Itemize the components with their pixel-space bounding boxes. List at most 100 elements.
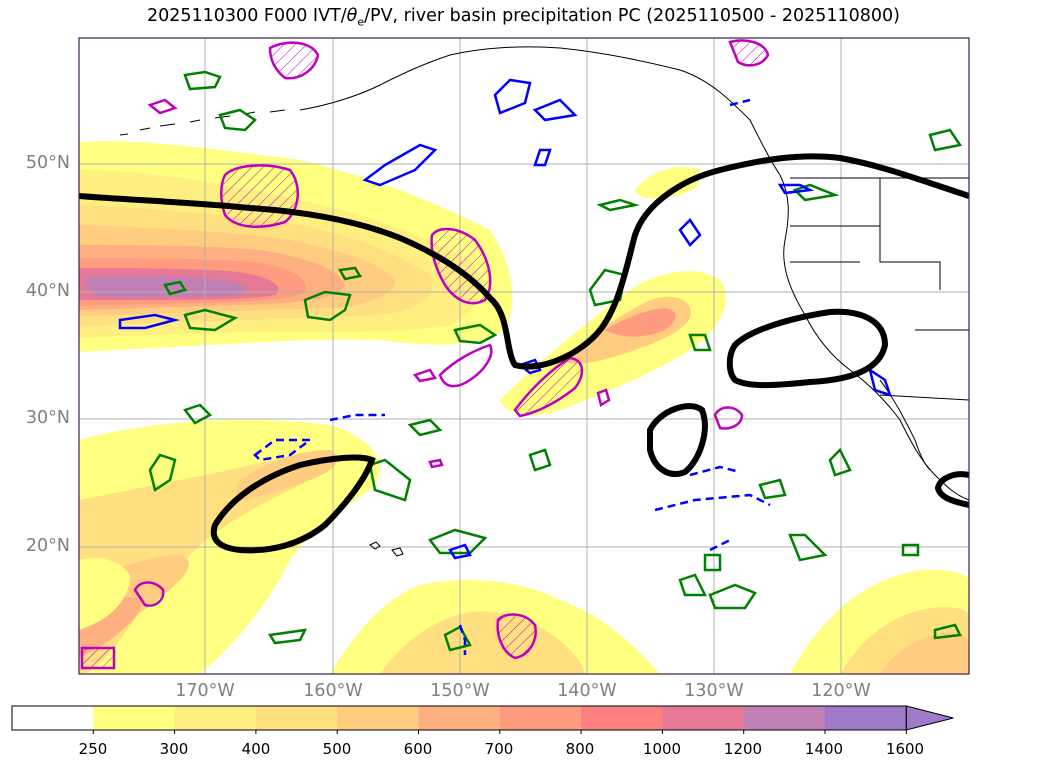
green-contour xyxy=(928,128,963,152)
pv-contours xyxy=(79,153,969,554)
green-contour xyxy=(183,308,239,332)
colorbar-tick-label: 300 xyxy=(159,740,189,758)
green-contour xyxy=(528,448,552,472)
blue-contours xyxy=(118,78,892,655)
north-america-coast xyxy=(779,174,969,501)
blue-contour xyxy=(253,438,314,462)
green-contour xyxy=(788,533,828,562)
colorbar-tick-label: 1000 xyxy=(642,740,682,758)
lon-label-140w: 140°W xyxy=(557,681,617,701)
colorbar-segment xyxy=(743,706,826,730)
blue-contour xyxy=(678,218,702,247)
magenta-contour xyxy=(596,388,611,407)
green-contour xyxy=(368,458,412,502)
colorbar-segment xyxy=(93,706,176,730)
green-contour xyxy=(338,266,363,281)
blue-contour xyxy=(777,183,815,195)
blue-contour xyxy=(533,148,552,167)
green-contour xyxy=(708,583,757,610)
blue-contour xyxy=(654,493,771,512)
colorbar-segment xyxy=(255,706,338,730)
colorbar-segment xyxy=(662,706,745,730)
blue-contour xyxy=(362,143,438,187)
colorbar-segment xyxy=(825,706,907,730)
blue-contour xyxy=(458,624,467,655)
colorbar-segment xyxy=(12,706,94,730)
lat-label-20n: 20°N xyxy=(25,536,70,556)
blue-contour xyxy=(689,465,741,477)
green-contour xyxy=(688,333,712,352)
magenta-contour xyxy=(428,458,444,469)
green-contour xyxy=(678,573,708,597)
green-contour xyxy=(183,70,222,91)
green-contour xyxy=(163,280,187,296)
colorbar-tick-label: 500 xyxy=(322,740,352,758)
magenta-contour-hatched xyxy=(496,613,537,660)
lon-label-170w: 170°W xyxy=(175,681,235,701)
colorbar-tick-label: 700 xyxy=(484,740,514,758)
map-frame xyxy=(78,37,970,675)
green-contour xyxy=(148,453,177,493)
green-contour xyxy=(182,403,213,425)
green-contour xyxy=(267,628,308,645)
green-contour xyxy=(828,447,852,477)
coastlines xyxy=(119,46,969,557)
colorbar-segment xyxy=(581,706,663,730)
ivt-fill-250-n xyxy=(635,166,701,199)
colorbar-extend-arrow xyxy=(905,705,954,731)
plot-title: 2025110300 F000 IVT/θe/PV, river basin p… xyxy=(146,6,901,29)
blue-contour xyxy=(532,98,578,122)
ivt-fill-250-sw xyxy=(79,558,130,630)
lat-label-50n: 50°N xyxy=(25,153,70,173)
pv-contour-jet xyxy=(79,153,969,370)
magenta-contour-hatched xyxy=(268,41,320,80)
green-contour xyxy=(703,553,722,572)
colorbar-segment xyxy=(174,706,257,730)
magenta-contour-hatched xyxy=(513,356,584,418)
lon-label-160w: 160°W xyxy=(303,681,363,701)
blue-contour xyxy=(517,358,542,375)
magenta-contour xyxy=(133,581,165,607)
green-contour xyxy=(758,478,787,500)
green-contour xyxy=(453,323,498,345)
colorbar-segment xyxy=(337,706,419,730)
green-contour xyxy=(596,198,640,212)
colorbar-tick-label: 1200 xyxy=(723,740,763,758)
state-border-nv xyxy=(879,178,941,290)
colorbar-segment xyxy=(418,706,501,730)
magenta-contour-hatched xyxy=(80,646,116,670)
colorbar-segment xyxy=(499,706,582,730)
pv-contour-low-west xyxy=(210,454,376,554)
colorbar-tick-label: 800 xyxy=(565,740,595,758)
pv-contour-low-east xyxy=(726,308,889,389)
green-contour xyxy=(428,528,488,555)
state-border-mx xyxy=(879,394,969,401)
blue-contour xyxy=(709,538,731,552)
green-contour xyxy=(933,623,962,640)
magenta-contour-hatched xyxy=(220,164,299,228)
lon-label-130w: 130°W xyxy=(684,681,744,701)
green-contour xyxy=(218,108,257,132)
magenta-contour-hatched xyxy=(728,39,770,67)
ivt-fill-800-ne xyxy=(605,308,676,337)
pv-contour-se xyxy=(934,471,969,508)
blue-contour xyxy=(329,413,385,422)
colorbar-tick-label: 400 xyxy=(241,740,271,758)
alaska-coast xyxy=(299,46,781,176)
lat-label-30n: 30°N xyxy=(25,408,70,428)
ivt-fill-600-se xyxy=(880,632,969,674)
ivt-fill-400-c xyxy=(79,458,323,674)
magenta-contour xyxy=(147,98,178,115)
lat-label-40n: 40°N xyxy=(25,281,70,301)
colorbar-tick-label: 1600 xyxy=(885,740,925,758)
colorbar-outline xyxy=(11,705,907,731)
green-contour xyxy=(407,418,443,437)
green-contour xyxy=(443,625,472,652)
blue-contour xyxy=(448,543,472,560)
magenta-contour xyxy=(713,406,744,430)
lon-label-150w: 150°W xyxy=(430,681,490,701)
aleutian-islands xyxy=(119,109,286,136)
blue-contour xyxy=(868,367,892,397)
blue-contour xyxy=(118,313,180,330)
